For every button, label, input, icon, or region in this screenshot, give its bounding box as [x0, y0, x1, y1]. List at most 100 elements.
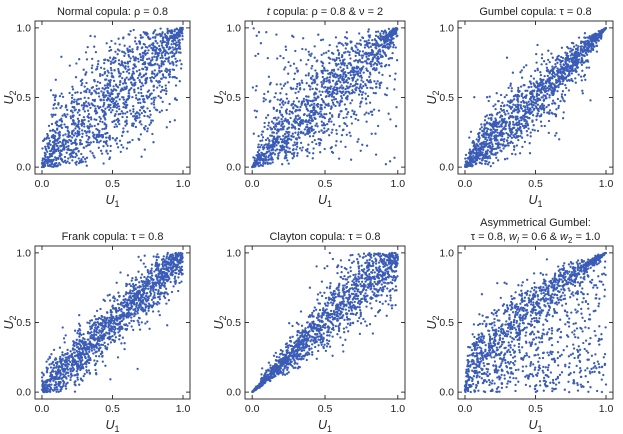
- scatter-point: [50, 113, 53, 116]
- scatter-point: [542, 99, 545, 102]
- scatter-point: [94, 50, 98, 54]
- scatter-point: [484, 115, 487, 118]
- scatter-point: [275, 33, 278, 36]
- scatter-point: [525, 64, 528, 67]
- scatter-point: [85, 131, 88, 135]
- scatter-point: [63, 341, 66, 344]
- scatter-point: [334, 62, 338, 65]
- scatter-point: [294, 109, 298, 112]
- scatter-point: [133, 78, 136, 82]
- scatter-point: [102, 96, 105, 99]
- scatter-point: [499, 104, 503, 108]
- scatter-point: [369, 60, 373, 64]
- scatter-point: [93, 35, 97, 38]
- scatter-point: [156, 42, 159, 45]
- scatter-point: [320, 53, 323, 57]
- scatter-point: [175, 64, 178, 67]
- scatter-point: [490, 152, 493, 156]
- scatter-point: [103, 61, 106, 65]
- scatter-point: [268, 162, 271, 165]
- scatter-point: [296, 133, 300, 136]
- scatter-point: [351, 79, 354, 82]
- scatter-point: [359, 149, 362, 152]
- scatter-point: [554, 115, 558, 118]
- scatter-point: [146, 115, 149, 118]
- y-tick-label: 0.5: [226, 92, 241, 104]
- scatter-point: [365, 55, 368, 58]
- scatter-point: [369, 52, 372, 55]
- scatter-point: [392, 46, 395, 49]
- y-tick-label: 0.0: [439, 162, 454, 174]
- scatter-point: [484, 153, 488, 157]
- scatter-point: [293, 126, 297, 129]
- scatter-point: [268, 83, 272, 86]
- scatter-point: [322, 101, 326, 104]
- scatter-point: [513, 145, 516, 149]
- scatter-point: [58, 152, 62, 155]
- scatter-point: [525, 102, 528, 105]
- scatter-point: [54, 95, 57, 98]
- scatter-point: [174, 57, 177, 60]
- scatter-point: [551, 69, 554, 72]
- scatter-point: [143, 61, 146, 64]
- scatter-point: [292, 62, 296, 65]
- scatter-point: [172, 48, 175, 51]
- scatter-point: [314, 69, 317, 72]
- scatter-point: [154, 108, 158, 111]
- scatter-point: [109, 149, 112, 153]
- scatter-point: [304, 74, 308, 77]
- scatter-point: [526, 106, 529, 109]
- scatter-point: [505, 56, 509, 59]
- scatter-point: [548, 81, 551, 84]
- scatter-point: [108, 45, 112, 49]
- scatter-point: [514, 118, 517, 121]
- scatter-point: [519, 104, 522, 107]
- scatter-point: [286, 159, 289, 162]
- scatter-point: [152, 30, 156, 34]
- scatter-point: [325, 112, 328, 116]
- scatter-point: [67, 157, 70, 160]
- scatter-point: [109, 144, 112, 148]
- scatter-point: [120, 134, 124, 138]
- scatter-point: [163, 48, 166, 51]
- scatter-point: [340, 61, 343, 65]
- scatter-point: [394, 125, 398, 128]
- scatter-point: [510, 132, 513, 136]
- scatter-point: [60, 123, 63, 126]
- scatter-point: [533, 107, 536, 111]
- scatter-point: [329, 57, 332, 60]
- scatter-point: [95, 135, 98, 139]
- scatter-point: [367, 57, 370, 60]
- scatter-point: [342, 44, 345, 47]
- scatter-point: [306, 132, 310, 135]
- scatter-point: [123, 61, 127, 64]
- scatter-point: [159, 56, 162, 60]
- scatter-point: [74, 127, 77, 130]
- scatter-point: [261, 153, 264, 157]
- scatter-point: [106, 69, 109, 72]
- scatter-point: [577, 73, 580, 76]
- scatter-point: [393, 78, 397, 81]
- scatter-point: [122, 88, 125, 91]
- scatter-point: [74, 155, 77, 159]
- scatter-point: [164, 87, 168, 90]
- scatter-point: [572, 45, 576, 48]
- scatter-point: [274, 139, 277, 143]
- scatter-point: [343, 62, 346, 65]
- scatter-point: [104, 94, 107, 97]
- scatter-point: [483, 156, 486, 159]
- scatter-point: [118, 338, 121, 341]
- scatter-point: [60, 144, 63, 147]
- scatter-point: [528, 107, 532, 110]
- scatter-point: [78, 109, 81, 112]
- scatter-point: [472, 157, 475, 161]
- scatter-point: [315, 122, 318, 125]
- scatter-point: [275, 132, 278, 135]
- scatter-point: [170, 43, 173, 46]
- scatter-point: [312, 134, 315, 138]
- scatter-point: [283, 140, 286, 143]
- scatter-point: [54, 113, 57, 116]
- scatter-point: [554, 62, 557, 66]
- scatter-point: [69, 378, 72, 382]
